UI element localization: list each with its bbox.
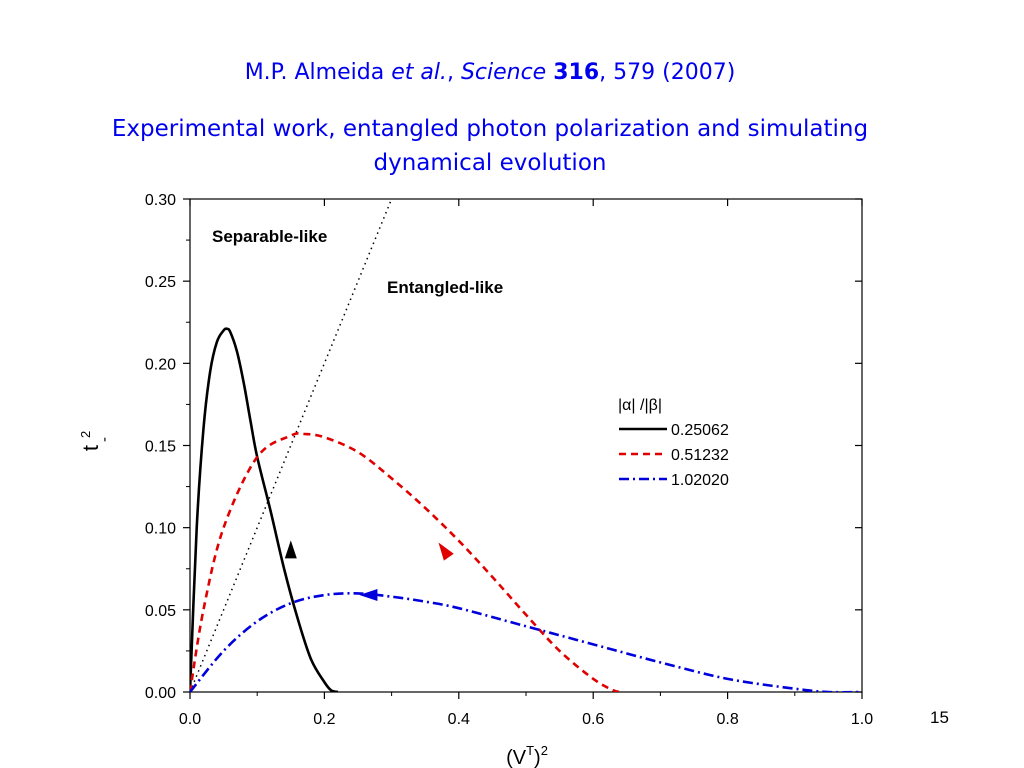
x-tick-label: 1.0	[851, 711, 873, 728]
y-tick-label: 0.25	[145, 274, 176, 291]
y-tick-label: 0.30	[145, 192, 176, 209]
citation-rest: , 579 (2007)	[599, 60, 736, 85]
direction-arrow-1	[284, 540, 297, 559]
x-axis-label: (VT)2	[506, 743, 548, 768]
direction-arrow-3	[359, 589, 378, 602]
x-tick-label: 0.4	[448, 711, 470, 728]
citation: M.P. Almeida et al., Science 316, 579 (2…	[0, 60, 980, 85]
x-tick-label: 0.8	[716, 711, 738, 728]
x-tick-label: 0.6	[582, 711, 604, 728]
y-axis-label-base: t	[78, 445, 103, 451]
region-label-entangled: Entangled-like	[387, 278, 503, 297]
citation-etal: et al.	[391, 60, 447, 85]
citation-journal: Science	[460, 60, 547, 85]
legend-label-1: 0.25062	[671, 422, 729, 439]
y-tick-label: 0.20	[145, 356, 176, 373]
plot-frame	[189, 198, 863, 693]
y-tick-label: 0.05	[145, 603, 176, 620]
direction-arrow-2	[438, 542, 454, 561]
slide-subtitle: Experimental work, entangled photon pola…	[111, 116, 869, 176]
y-axis-label-sub: -	[96, 437, 113, 442]
boundary-line	[190, 199, 393, 692]
y-tick-label: 0.10	[145, 521, 176, 538]
series-line-3	[190, 592, 862, 692]
y-tick-label: 0.15	[145, 439, 176, 456]
legend-label-3: 1.02020	[671, 472, 729, 489]
y-axis-label: t 2-	[78, 431, 113, 451]
citation-sep: ,	[446, 60, 461, 85]
series-line-2	[190, 431, 621, 692]
y-tick-label: 0.00	[145, 685, 176, 702]
y-axis-label-sup: 2	[78, 431, 93, 438]
region-label-separable: Separable-like	[212, 227, 327, 246]
citation-volume: 316	[553, 60, 600, 85]
page-number: 15	[930, 708, 949, 727]
citation-authors: M.P. Almeida	[244, 60, 392, 85]
x-tick-label: 0.0	[179, 711, 201, 728]
legend-title: |α| /|β|	[618, 397, 662, 414]
legend-label-2: 0.51232	[671, 447, 729, 464]
series-line-1	[190, 327, 339, 692]
x-tick-label: 0.2	[313, 711, 335, 728]
